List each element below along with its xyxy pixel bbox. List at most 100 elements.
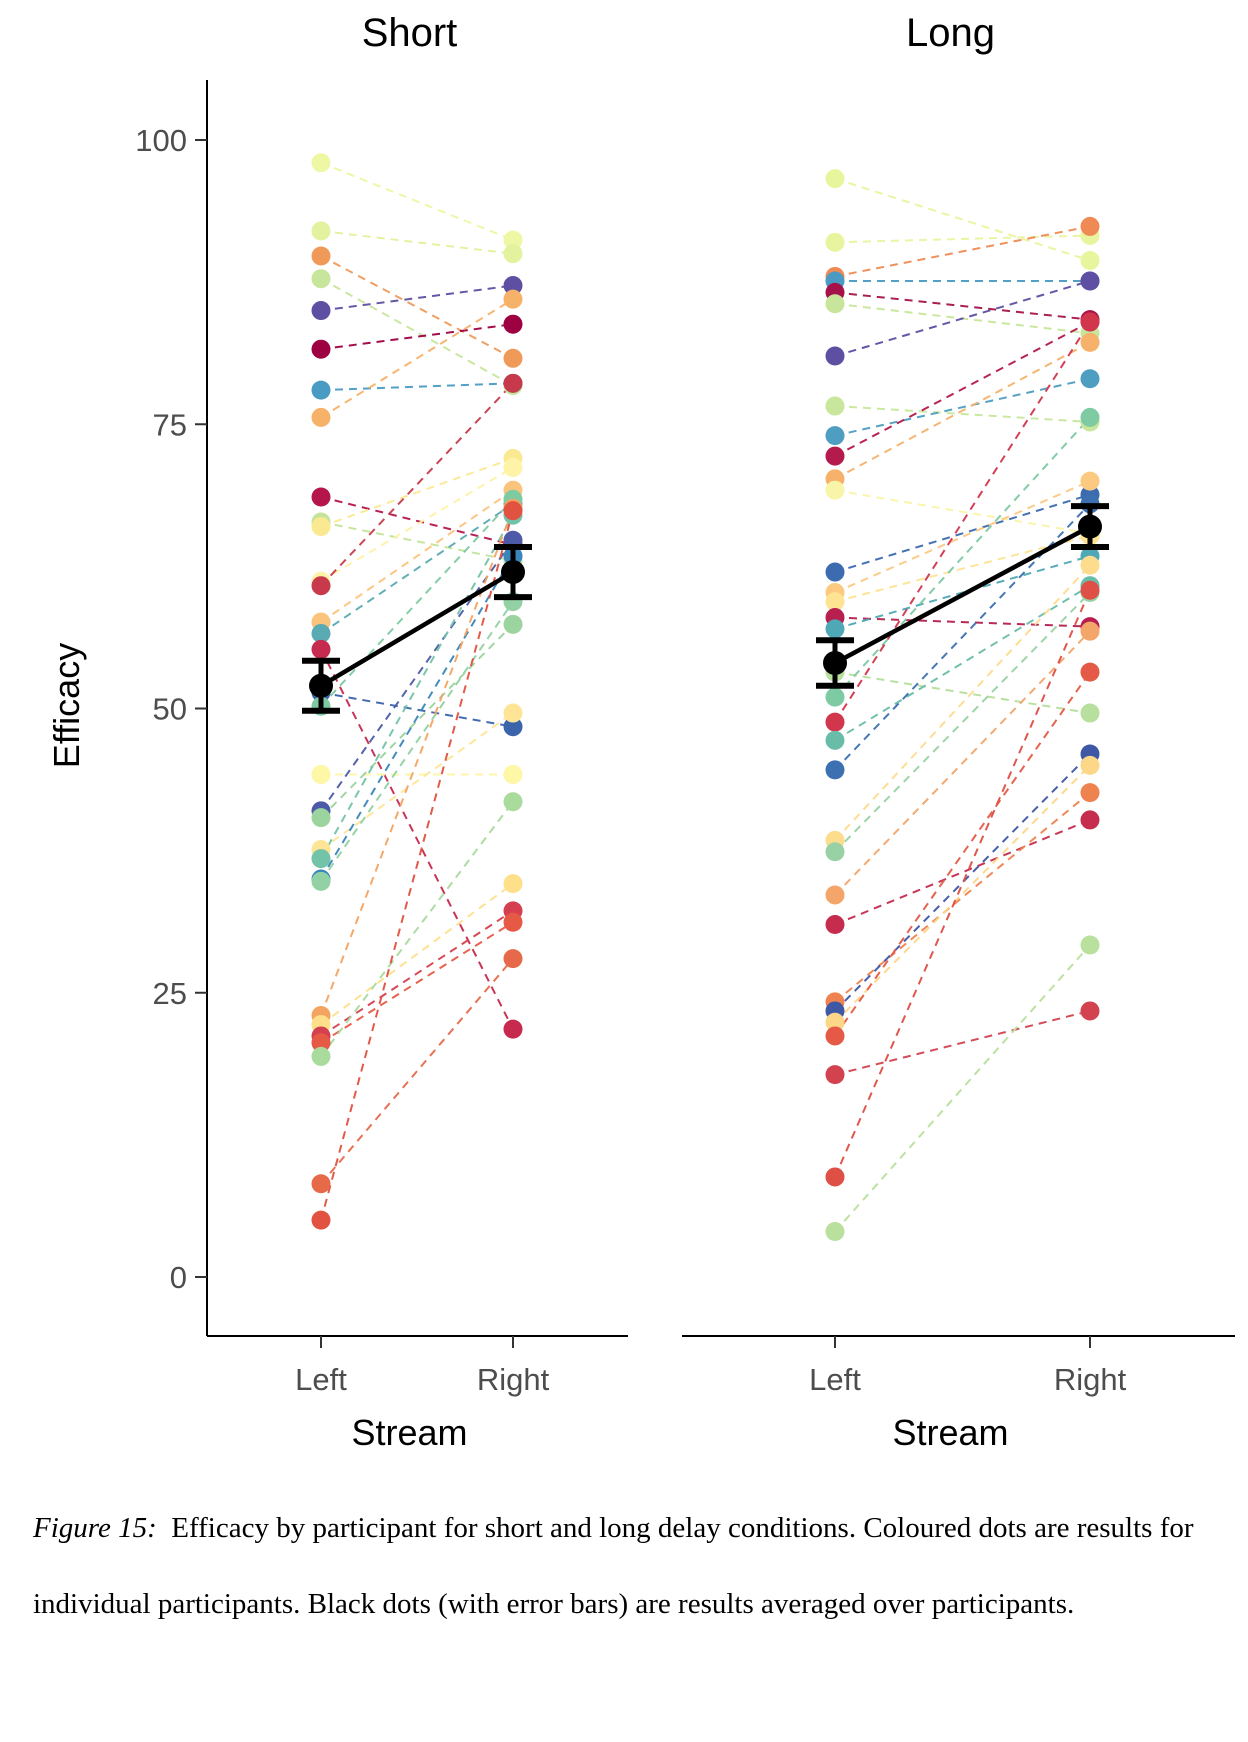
panel-title: Short — [362, 11, 458, 55]
participant-dot-right-1 — [503, 230, 523, 250]
participant-dot-right-3 — [1080, 216, 1100, 236]
participant-dot-left-4 — [311, 269, 331, 289]
participant-dot-left-23 — [311, 849, 331, 869]
mean-dot-right — [501, 560, 525, 585]
participant-line-15 — [834, 534, 1091, 603]
participant-dot-right-19 — [503, 764, 523, 784]
participant-line-26 — [320, 508, 514, 1016]
participant-dot-left-2 — [825, 232, 845, 252]
participant-line-28 — [834, 753, 1091, 1012]
participant-dot-left-5 — [311, 301, 331, 321]
participant-dot-left-6 — [825, 294, 845, 314]
participant-line-6 — [320, 323, 514, 351]
participant-dot-right-23 — [1080, 555, 1100, 575]
participant-dot-left-15 — [311, 623, 331, 643]
x-tick-label-right: Right — [477, 1362, 550, 1397]
participant-dot-left-20 — [825, 712, 845, 732]
participant-dot-left-21 — [825, 730, 845, 750]
participant-line-2 — [320, 229, 514, 255]
participant-line-27 — [834, 791, 1091, 1003]
panel-short: Short Left Right Stream — [207, 11, 628, 1453]
participant-dot-left-13 — [825, 562, 845, 582]
participant-dot-left-19 — [825, 687, 845, 707]
participant-dot-right-29 — [503, 912, 523, 932]
participant-line-23 — [834, 564, 1091, 842]
participant-dot-left-1 — [311, 153, 331, 173]
participant-line-15 — [320, 503, 514, 635]
participant-dot-left-32 — [825, 1167, 845, 1187]
participant-dot-left-29 — [311, 1033, 331, 1053]
participant-line-33 — [834, 944, 1091, 1233]
participant-line-8 — [320, 298, 514, 419]
participant-line-4 — [320, 277, 514, 387]
participant-line-29 — [834, 764, 1091, 1024]
participant-dot-left-13 — [311, 576, 331, 596]
participant-dot-right-13 — [503, 373, 523, 393]
caption-text: Efficacy by participant for short and lo… — [33, 1512, 1194, 1620]
participant-dot-right-12 — [503, 457, 523, 477]
participant-line-10 — [320, 521, 514, 562]
participant-dot-right-17 — [503, 717, 523, 737]
participant-line-32 — [834, 589, 1091, 1178]
y-tick-label: 0 — [170, 1260, 187, 1295]
participant-dot-left-29 — [825, 1012, 845, 1032]
participant-line-1 — [320, 161, 514, 241]
participant-line-30 — [834, 671, 1091, 1037]
participant-dot-right-14 — [1080, 471, 1100, 491]
participant-line-3 — [834, 225, 1091, 278]
participant-line-7 — [320, 382, 514, 392]
participant-dot-left-30 — [311, 1046, 331, 1066]
participant-dot-right-29 — [1080, 755, 1100, 775]
participant-dot-left-3 — [311, 246, 331, 266]
participant-dot-left-22 — [825, 760, 845, 780]
participant-dot-left-1 — [825, 169, 845, 189]
participant-dot-left-10 — [825, 446, 845, 466]
participant-line-24 — [834, 591, 1091, 853]
participant-dot-right-25 — [1080, 621, 1100, 641]
participant-line-14 — [320, 489, 514, 623]
x-tick-label-left: Left — [295, 1362, 347, 1397]
participant-dot-left-33 — [825, 1222, 845, 1242]
participant-line-27 — [320, 882, 514, 1026]
x-axis-title: Stream — [351, 1412, 467, 1453]
participant-dot-left-8 — [311, 407, 331, 427]
participant-line-9 — [834, 377, 1091, 437]
y-tick-label: 100 — [135, 123, 187, 158]
participant-dot-left-7 — [311, 380, 331, 400]
participant-line-22 — [320, 712, 514, 851]
participant-dot-left-9 — [825, 426, 845, 446]
participant-dot-right-21 — [503, 614, 523, 634]
participant-line-23 — [320, 514, 514, 860]
participant-dot-right-31 — [503, 949, 523, 969]
participant-line-10 — [834, 321, 1091, 457]
participant-dot-left-31 — [825, 1065, 845, 1085]
participant-line-11 — [834, 341, 1091, 480]
participant-line-11 — [320, 457, 514, 528]
participant-line-14 — [834, 480, 1091, 594]
participant-dot-left-30 — [825, 1026, 845, 1046]
participant-dot-right-5 — [503, 276, 523, 296]
participant-line-2 — [834, 234, 1091, 244]
participant-line-19 — [834, 416, 1091, 698]
panel-long: Long Left Right Stream — [682, 11, 1235, 1453]
participant-line-31 — [320, 957, 514, 1185]
participant-dot-right-1 — [1080, 251, 1100, 271]
participant-dot-left-8 — [825, 396, 845, 416]
participant-dot-right-26 — [1080, 810, 1100, 830]
participant-line-32 — [320, 510, 514, 1221]
participant-dot-right-20 — [1080, 312, 1100, 332]
mean-line — [833, 524, 1092, 666]
participant-dot-right-3 — [503, 348, 523, 368]
participant-line-13 — [834, 493, 1091, 574]
participant-line-25 — [834, 630, 1091, 896]
panel-title: Long — [906, 11, 995, 55]
participant-dot-left-32 — [311, 1210, 331, 1230]
participant-dot-right-22 — [503, 703, 523, 723]
participant-dot-right-9 — [1080, 369, 1100, 389]
participant-dot-left-25 — [825, 885, 845, 905]
participant-line-12 — [834, 489, 1091, 535]
participant-dot-right-27 — [1080, 783, 1100, 803]
mean-dot-left — [823, 651, 847, 676]
participant-dot-right-2 — [503, 244, 523, 264]
